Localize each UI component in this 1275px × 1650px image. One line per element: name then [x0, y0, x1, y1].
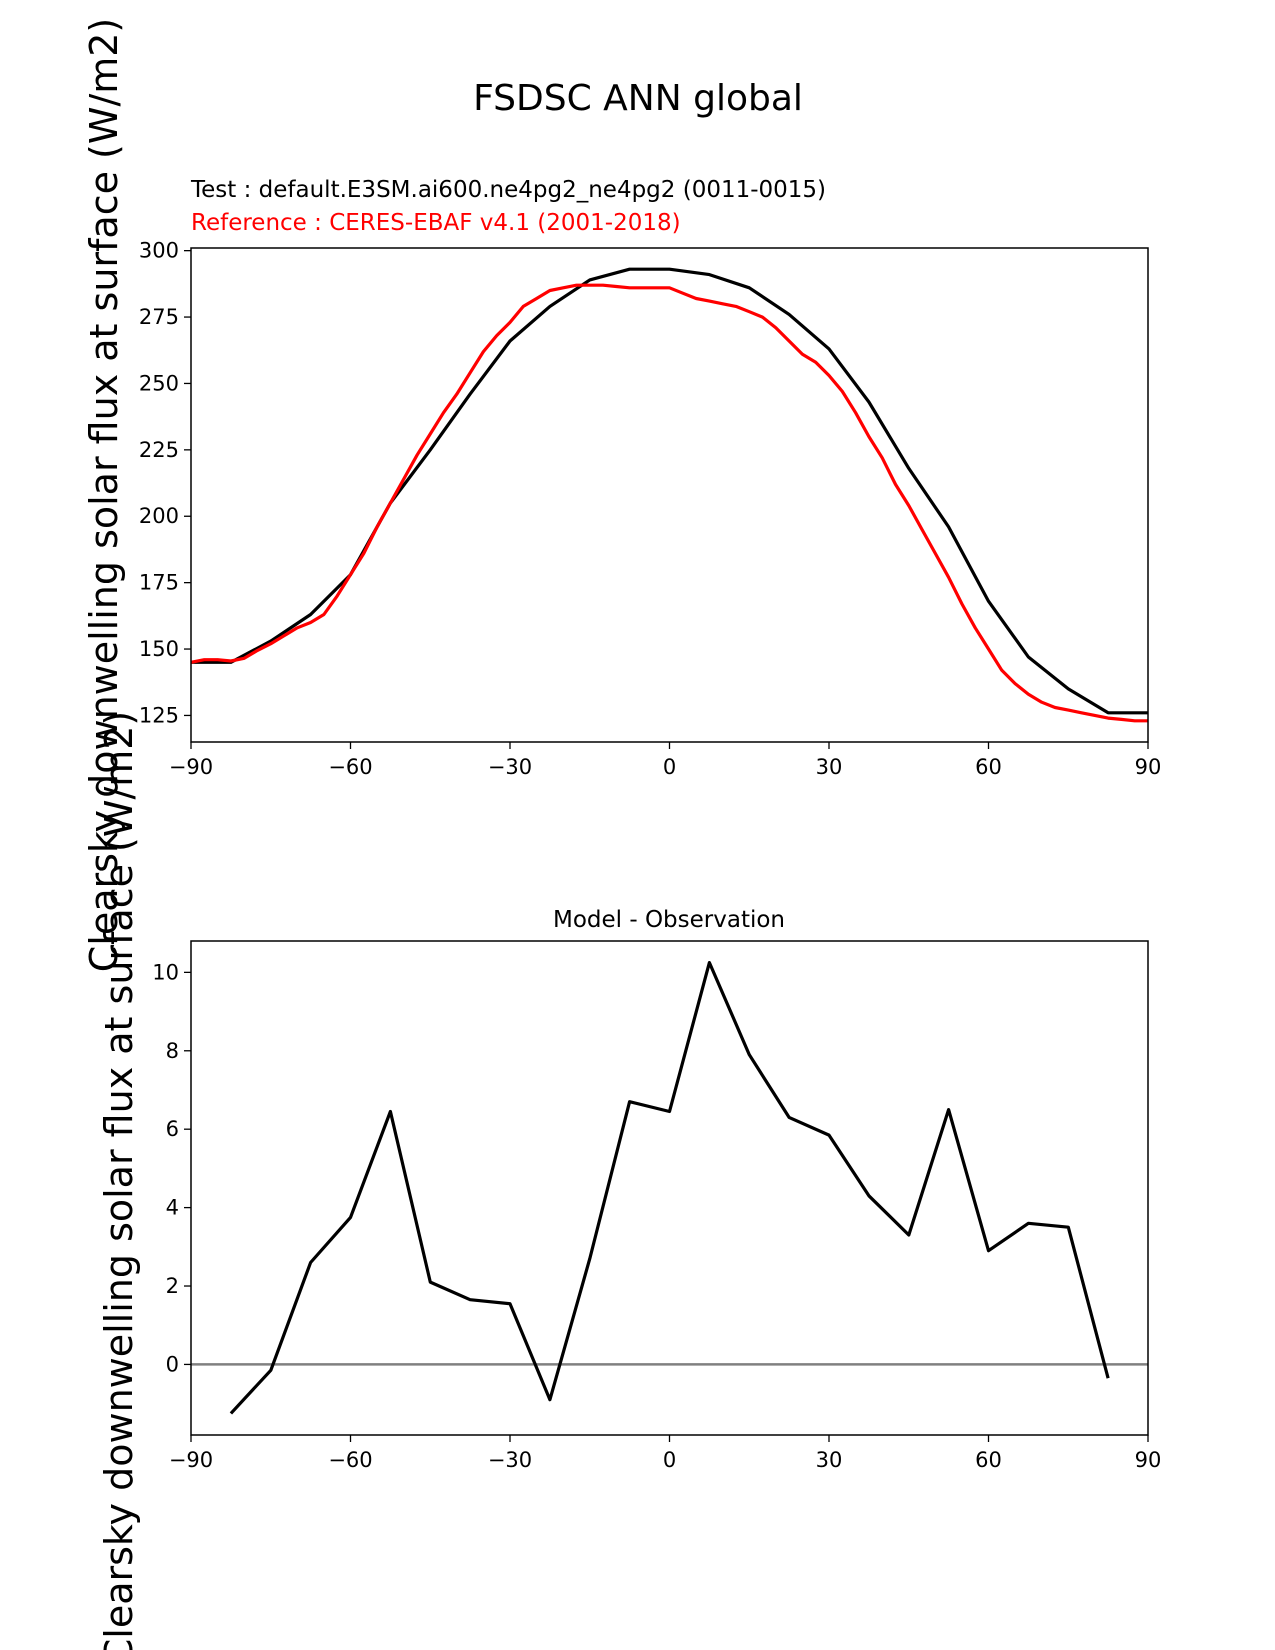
top-xtick-label: −30 — [488, 755, 532, 779]
top-ytick-label: 275 — [139, 305, 179, 329]
bottom-ytick-label: 8 — [166, 1039, 179, 1063]
chart-title: FSDSC ANN global — [473, 78, 803, 119]
top-plot-frame — [190, 247, 1149, 743]
top-xtick-label: −90 — [169, 755, 213, 779]
top-ytick-label: 200 — [139, 504, 179, 528]
bottom-ytick-label: 4 — [166, 1196, 179, 1220]
bottom-plot-ylabel: Clearsky downwelling solar flux at surfa… — [97, 711, 141, 1650]
bottom-series-difference — [229, 960, 1110, 1415]
top-series-test — [191, 267, 1148, 715]
top-ytick-label: 175 — [139, 571, 179, 595]
bottom-xtick-label: 0 — [663, 1448, 676, 1472]
top-xtick-label: 90 — [1135, 755, 1162, 779]
top-xtick-label: 30 — [816, 755, 843, 779]
top-ytick-label: 150 — [139, 637, 179, 661]
bottom-xtick-label: 60 — [975, 1448, 1002, 1472]
test-label: Test : default.E3SM.ai600.ne4pg2_ne4pg2 … — [190, 177, 826, 203]
bottom-xtick-label: −60 — [328, 1448, 372, 1472]
bottom-ytick-label: 10 — [152, 960, 179, 984]
top-xtick-label: 0 — [663, 755, 676, 779]
top-plot-ylabel: Clearsky downwelling solar flux at surfa… — [82, 18, 126, 973]
top-ytick-label: 300 — [139, 239, 179, 263]
top-ytick-label: 125 — [139, 703, 179, 727]
bottom-ytick-label: 6 — [166, 1117, 179, 1141]
bottom-ytick-label: 0 — [166, 1352, 179, 1376]
bottom-xtick-label: −30 — [488, 1448, 532, 1472]
bottom-xtick-label: −90 — [169, 1448, 213, 1472]
bottom-ytick-label: 2 — [166, 1274, 179, 1298]
top-plot: Test : default.E3SM.ai600.ne4pg2_ne4pg2 … — [139, 177, 1161, 779]
bottom-plot: Model - Observation −90 −60 −30 0 30 60 90 0 2 4 6… — [152, 907, 1161, 1472]
top-ytick-label: 225 — [139, 438, 179, 462]
top-ytick-label: 250 — [139, 371, 179, 395]
top-xtick-label: 60 — [975, 755, 1002, 779]
top-xtick-label: −60 — [328, 755, 372, 779]
reference-label: Reference : CERES-EBAF v4.1 (2001-2018) — [191, 210, 681, 236]
bottom-xtick-label: 30 — [816, 1448, 843, 1472]
top-series-reference — [190, 283, 1148, 723]
bottom-xtick-label: 90 — [1135, 1448, 1162, 1472]
bottom-plot-frame — [190, 940, 1149, 1436]
difference-title: Model - Observation — [553, 907, 785, 933]
